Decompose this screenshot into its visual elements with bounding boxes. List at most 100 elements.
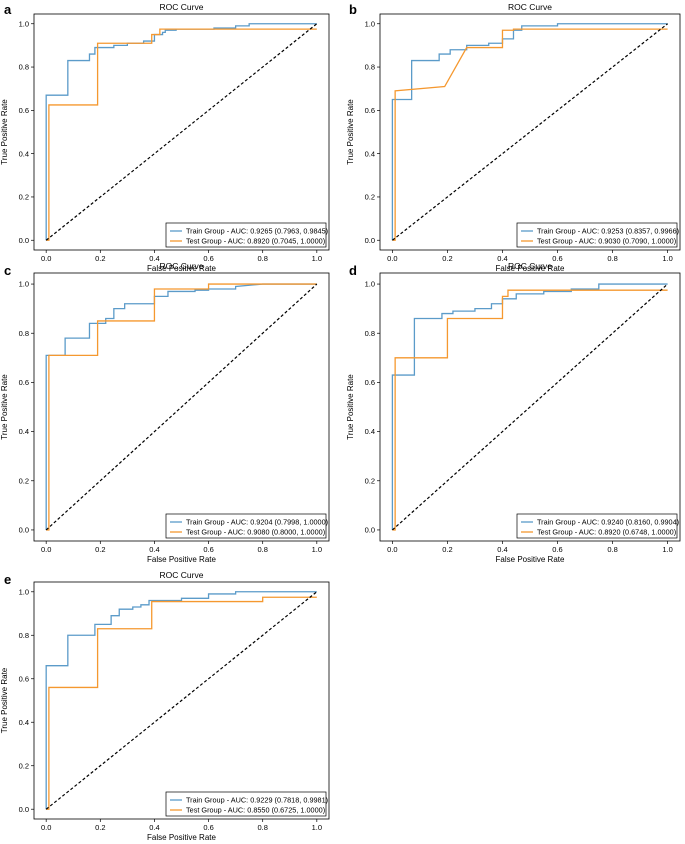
chart-title: ROC Curve bbox=[508, 261, 552, 271]
roc-panel-c: c ROC Curve 0.0 0.0 0.2 0.2 0.4 0.4 0.6 0.6 0.8 0.8… bbox=[0, 261, 330, 564]
x-tick-label: 0.6 bbox=[203, 254, 213, 263]
legend-label: Test Group - AUC: 0.8550 (0.6725, 1.0000… bbox=[186, 806, 325, 815]
y-tick-label: 0.6 bbox=[19, 674, 29, 683]
y-tick-label: 1.0 bbox=[365, 280, 375, 289]
y-axis-label: True Positive Rate bbox=[346, 374, 355, 440]
panel-letter: e bbox=[4, 572, 11, 587]
roc-panel-e: e ROC Curve 0.0 0.0 0.2 0.2 0.4 0.4 0.6 0.6 0.8 0.8… bbox=[0, 570, 330, 842]
roc-panel-b: b ROC Curve 0.0 0.0 0.2 0.2 0.4 0.4 0.6 0.6 0.8 0.8… bbox=[346, 2, 681, 273]
train-roc-line bbox=[391, 23, 668, 241]
panel-letter: c bbox=[4, 263, 11, 278]
legend-label: Test Group - AUC: 0.8920 (0.7045, 1.0000… bbox=[186, 237, 325, 246]
plot-frame bbox=[33, 272, 330, 542]
legend: Train Group - AUC: 0.9229 (0.7818, 0.998… bbox=[165, 791, 328, 817]
legend-box bbox=[516, 222, 678, 248]
chance-diagonal-line bbox=[392, 23, 668, 241]
x-tick-label: 0.0 bbox=[41, 823, 51, 832]
x-tick-label: 0.2 bbox=[442, 254, 452, 263]
x-tick-label: 1.0 bbox=[662, 254, 672, 263]
plot-frame bbox=[379, 13, 681, 251]
legend: Train Group - AUC: 0.9265 (0.7963, 0.984… bbox=[165, 222, 328, 248]
x-tick-label: 0.2 bbox=[95, 545, 105, 554]
x-tick-label: 0.4 bbox=[149, 823, 159, 832]
x-tick-label: 0.6 bbox=[552, 545, 562, 554]
y-axis-label: True Positive Rate bbox=[346, 99, 355, 165]
y-tick-label: 0.4 bbox=[365, 149, 375, 158]
y-tick-label: 0.2 bbox=[365, 476, 375, 485]
chance-diagonal-line bbox=[45, 23, 318, 241]
test-roc-line bbox=[392, 28, 668, 241]
panel-letter: a bbox=[4, 2, 12, 17]
x-tick-label: 0.0 bbox=[387, 254, 397, 263]
x-tick-label: 0.8 bbox=[607, 254, 617, 263]
y-tick-label: 0.4 bbox=[19, 718, 29, 727]
plot-frame bbox=[379, 272, 681, 542]
chance-diagonal-line bbox=[391, 283, 669, 531]
y-tick-label: 0.2 bbox=[365, 193, 375, 202]
y-tick-label: 0.8 bbox=[365, 329, 375, 338]
y-tick-label: 1.0 bbox=[19, 280, 29, 289]
x-axis-label: False Positive Rate bbox=[496, 555, 565, 564]
roc-panel-d: d ROC Curve 0.0 0.0 0.2 0.2 0.4 0.4 0.6 0.6 0.8 0.8… bbox=[346, 261, 681, 564]
y-axis-label: True Positive Rate bbox=[0, 667, 9, 733]
x-tick-label: 0.6 bbox=[552, 254, 562, 263]
x-axis-label: False Positive Rate bbox=[147, 833, 216, 842]
legend-box bbox=[516, 513, 678, 539]
test-roc-line bbox=[46, 28, 317, 241]
x-tick-label: 0.8 bbox=[607, 545, 617, 554]
y-tick-label: 0.0 bbox=[19, 805, 29, 814]
chance-diagonal-line bbox=[45, 283, 318, 531]
y-tick-label: 0.2 bbox=[19, 761, 29, 770]
chart-title: ROC Curve bbox=[160, 570, 204, 580]
legend-label: Test Group - AUC: 0.9080 (0.8000, 1.0000… bbox=[186, 528, 325, 537]
legend-label: Train Group - AUC: 0.9240 (0.8160, 0.990… bbox=[537, 518, 679, 527]
y-tick-label: 0.4 bbox=[19, 149, 29, 158]
y-tick-label: 0.4 bbox=[365, 427, 375, 436]
train-roc-line bbox=[45, 591, 317, 810]
y-tick-label: 1.0 bbox=[19, 19, 29, 28]
legend-box bbox=[165, 222, 327, 248]
y-tick-label: 0.0 bbox=[19, 526, 29, 535]
x-tick-label: 0.2 bbox=[95, 254, 105, 263]
test-roc-line bbox=[46, 596, 317, 810]
train-roc-line bbox=[45, 283, 317, 530]
test-roc-line bbox=[46, 283, 317, 531]
chart-title: ROC Curve bbox=[508, 2, 552, 12]
y-tick-label: 0.8 bbox=[365, 63, 375, 72]
x-axis-label: False Positive Rate bbox=[496, 264, 565, 273]
x-tick-label: 0.8 bbox=[257, 254, 267, 263]
plot-frame bbox=[33, 13, 330, 251]
y-tick-label: 1.0 bbox=[19, 587, 29, 596]
x-tick-label: 1.0 bbox=[312, 545, 322, 554]
y-tick-label: 0.8 bbox=[19, 63, 29, 72]
legend-label: Test Group - AUC: 0.8920 (0.6748, 1.0000… bbox=[537, 528, 676, 537]
chart-title: ROC Curve bbox=[160, 2, 204, 12]
x-tick-label: 1.0 bbox=[662, 545, 672, 554]
y-axis-label: True Positive Rate bbox=[0, 99, 9, 165]
train-roc-line bbox=[45, 23, 317, 241]
x-tick-label: 0.8 bbox=[257, 823, 267, 832]
y-tick-label: 0.2 bbox=[19, 193, 29, 202]
legend-box bbox=[165, 791, 327, 817]
x-tick-label: 0.4 bbox=[497, 545, 507, 554]
x-tick-label: 0.4 bbox=[149, 545, 159, 554]
y-tick-label: 0.6 bbox=[365, 106, 375, 115]
chance-diagonal-line bbox=[45, 591, 318, 810]
x-tick-label: 0.0 bbox=[41, 545, 51, 554]
legend-label: Train Group - AUC: 0.9204 (0.7998, 1.000… bbox=[186, 518, 328, 527]
test-roc-line bbox=[392, 289, 668, 531]
x-tick-label: 0.8 bbox=[257, 545, 267, 554]
roc-panel-a: a ROC Curve 0.0 0.0 0.2 0.2 0.4 0.4 0.6 0.6 0.8 0.8… bbox=[0, 2, 330, 273]
x-tick-label: 0.2 bbox=[95, 823, 105, 832]
x-tick-label: 0.6 bbox=[203, 545, 213, 554]
y-tick-label: 0.0 bbox=[19, 236, 29, 245]
plot-frame bbox=[33, 581, 330, 820]
legend: Train Group - AUC: 0.9253 (0.8357, 0.996… bbox=[516, 222, 679, 248]
legend-label: Train Group - AUC: 0.9253 (0.8357, 0.996… bbox=[537, 227, 679, 236]
y-tick-label: 0.0 bbox=[365, 236, 375, 245]
legend-label: Train Group - AUC: 0.9229 (0.7818, 0.998… bbox=[186, 796, 328, 805]
y-tick-label: 0.6 bbox=[19, 378, 29, 387]
chart-title: ROC Curve bbox=[160, 261, 204, 271]
x-tick-label: 1.0 bbox=[312, 823, 322, 832]
